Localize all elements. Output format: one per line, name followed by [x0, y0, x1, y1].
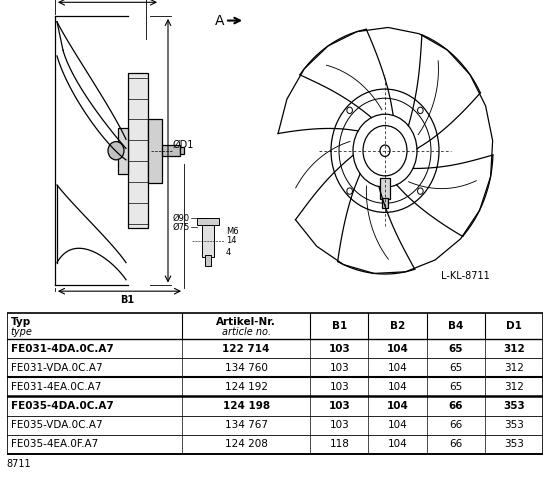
- Text: 353: 353: [504, 439, 524, 449]
- Text: B1: B1: [332, 321, 347, 331]
- Text: FE035-4EA.0F.A7: FE035-4EA.0F.A7: [10, 439, 98, 449]
- Text: ØD1: ØD1: [173, 140, 194, 150]
- Text: 134 760: 134 760: [225, 363, 267, 373]
- Text: 103: 103: [328, 401, 350, 411]
- Text: 104: 104: [388, 420, 408, 430]
- Text: 124 198: 124 198: [223, 401, 270, 411]
- Text: 103: 103: [328, 344, 350, 354]
- Bar: [162, 145, 180, 156]
- Circle shape: [353, 114, 417, 187]
- Bar: [7, 313, 543, 454]
- Text: B1: B1: [120, 294, 135, 304]
- Text: 8711: 8711: [7, 458, 31, 468]
- Text: 4: 4: [226, 248, 231, 257]
- Text: D1: D1: [507, 321, 522, 331]
- Text: 104: 104: [388, 382, 408, 392]
- Bar: [128, 73, 148, 228]
- Text: 104: 104: [387, 401, 409, 411]
- Text: 312: 312: [503, 344, 525, 354]
- Bar: [7, 378, 543, 396]
- Text: 353: 353: [504, 420, 524, 430]
- Bar: [118, 128, 128, 174]
- Text: 124 192: 124 192: [224, 382, 268, 392]
- Text: FE031-4EA.0C.A7: FE031-4EA.0C.A7: [10, 382, 101, 392]
- Text: Typ: Typ: [10, 316, 31, 326]
- Text: 122 714: 122 714: [222, 344, 270, 354]
- Text: Ø90: Ø90: [173, 214, 190, 223]
- Text: Artikel-Nr.: Artikel-Nr.: [216, 316, 276, 326]
- Bar: [380, 178, 390, 199]
- Text: 104: 104: [388, 439, 408, 449]
- Circle shape: [347, 188, 353, 194]
- Text: 65: 65: [449, 344, 463, 354]
- Text: FE035-4DA.0C.A7: FE035-4DA.0C.A7: [10, 401, 113, 411]
- Text: type: type: [10, 327, 32, 337]
- Text: 353: 353: [503, 401, 525, 411]
- Text: 312: 312: [504, 363, 524, 373]
- Text: 103: 103: [329, 420, 349, 430]
- Text: A: A: [215, 13, 224, 28]
- Bar: [7, 313, 543, 339]
- Bar: [7, 358, 543, 378]
- Circle shape: [417, 188, 423, 194]
- Text: 104: 104: [387, 344, 409, 354]
- Text: 103: 103: [329, 382, 349, 392]
- Bar: [7, 435, 543, 454]
- Text: 65: 65: [449, 363, 463, 373]
- Text: 14: 14: [226, 237, 236, 245]
- Bar: [197, 218, 219, 225]
- Text: 66: 66: [449, 401, 463, 411]
- Text: B4: B4: [448, 321, 464, 331]
- Text: 66: 66: [449, 420, 463, 430]
- Text: article no.: article no.: [222, 327, 271, 337]
- Text: 134 767: 134 767: [224, 420, 268, 430]
- Text: 103: 103: [329, 363, 349, 373]
- Bar: [202, 223, 214, 257]
- Bar: [7, 415, 543, 435]
- Text: FE031-VDA.0C.A7: FE031-VDA.0C.A7: [10, 363, 102, 373]
- Text: B2: B2: [390, 321, 405, 331]
- Text: M6: M6: [226, 228, 239, 236]
- Bar: [7, 339, 543, 358]
- Text: FE031-4DA.0C.A7: FE031-4DA.0C.A7: [10, 344, 113, 354]
- Bar: [148, 119, 162, 183]
- Text: Ø75: Ø75: [173, 223, 190, 232]
- Text: L-KL-8711: L-KL-8711: [441, 272, 490, 282]
- Text: 312: 312: [504, 382, 524, 392]
- Text: 124 208: 124 208: [225, 439, 267, 449]
- Bar: [382, 197, 388, 208]
- Bar: [205, 255, 211, 266]
- Circle shape: [108, 141, 124, 160]
- Circle shape: [363, 126, 407, 176]
- Bar: [180, 147, 184, 154]
- Circle shape: [417, 107, 423, 114]
- Text: 65: 65: [449, 382, 463, 392]
- Circle shape: [347, 107, 353, 114]
- Text: 104: 104: [388, 363, 408, 373]
- Text: FE035-VDA.0C.A7: FE035-VDA.0C.A7: [10, 420, 102, 430]
- Text: 118: 118: [329, 439, 349, 449]
- Text: 66: 66: [449, 439, 463, 449]
- Circle shape: [380, 145, 390, 156]
- Circle shape: [178, 377, 210, 409]
- Bar: [7, 396, 543, 415]
